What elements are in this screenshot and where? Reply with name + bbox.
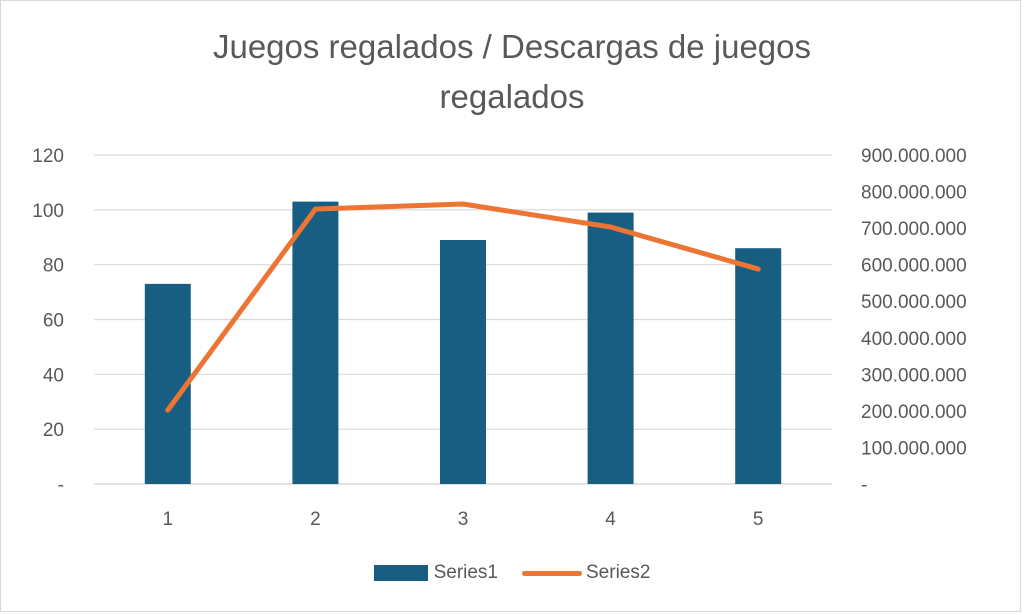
x-tick-label: 4 [605,509,616,530]
bar [440,239,486,484]
x-tick-label: 1 [163,509,174,530]
y-primary-tick-label: 120 [32,146,64,167]
y-secondary-tick-label: 400.000.000 [861,329,967,350]
y-secondary-tick-label: 700.000.000 [861,219,967,240]
legend-label-series2: Series2 [586,562,651,583]
bar [735,248,782,484]
y-secondary-tick-label: - [861,475,867,496]
series2-polyline [165,201,761,413]
y-primary-tick-label: - [58,475,64,496]
bar [587,212,634,484]
x-tick-label: 5 [753,509,764,530]
x-tick-label: 2 [310,509,321,530]
legend-item-series2: Series2 [522,562,650,584]
chart-title: Juegos regalados / Descargas de juegos r… [0,22,1024,122]
legend-line-swatch [522,570,582,576]
y-secondary-tick-label: 600.000.000 [861,256,967,277]
x-tick-label: 3 [458,509,469,530]
legend-label-series1: Series1 [433,562,498,583]
legend: Series1 Series2 [0,562,1024,584]
y-primary-tick-label: 40 [43,365,64,386]
bar [292,201,339,484]
y-axis-primary: - 20 40 60 80 100 120 [32,146,64,496]
y-primary-tick-label: 100 [32,201,64,222]
y-axis-secondary: - 100.000.000 200.000.000 300.000.000 400.00… [861,146,967,496]
legend-item-series1: Series1 [373,562,498,584]
legend-bar-swatch [373,565,428,581]
chart-title-line-2: regalados [439,78,585,115]
series1-bars [144,201,782,484]
y-secondary-tick-label: 200.000.000 [861,402,967,423]
y-secondary-tick-label: 900.000.000 [861,146,967,167]
y-secondary-tick-label: 500.000.000 [861,292,967,313]
y-secondary-tick-label: 100.000.000 [861,438,967,459]
bar [144,283,191,484]
chart-title-line-1: Juegos regalados / Descargas de juegos [212,28,812,65]
y-primary-tick-label: 80 [43,256,64,277]
y-primary-tick-label: 60 [43,311,64,332]
x-axis: 1 2 3 4 5 [163,509,764,530]
y-secondary-tick-label: 800.000.000 [861,183,967,204]
y-primary-tick-label: 20 [43,420,64,441]
y-secondary-tick-label: 300.000.000 [861,365,967,386]
series2-line [165,201,761,413]
